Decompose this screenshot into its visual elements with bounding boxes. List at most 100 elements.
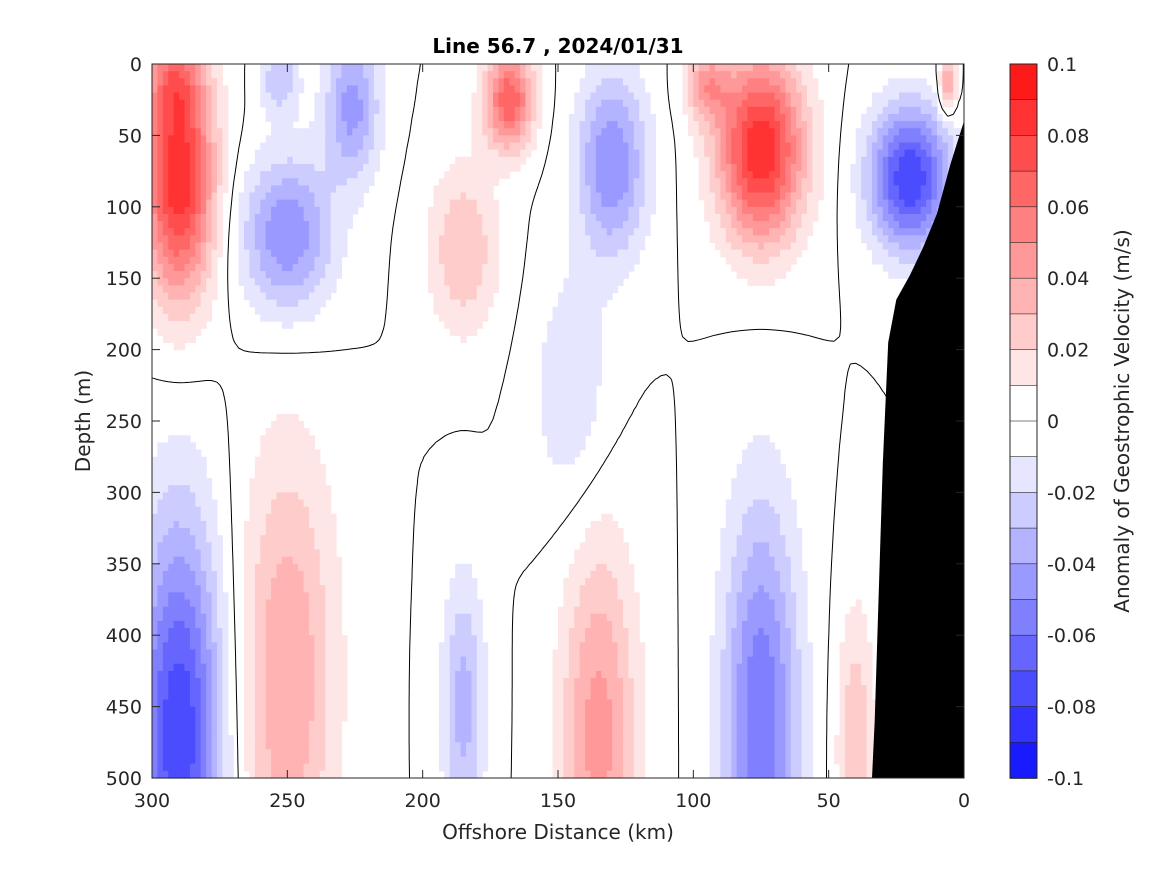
field-cell [725, 199, 732, 208]
field-cell [595, 585, 602, 593]
field-cell [747, 563, 754, 572]
field-cell [216, 556, 223, 565]
field-cell [714, 620, 721, 629]
field-cell [503, 156, 510, 165]
field-cell [249, 613, 256, 622]
field-cell [298, 421, 305, 429]
field-cell [260, 228, 267, 236]
field-cell [920, 213, 927, 222]
field-cell [926, 221, 933, 229]
field-cell [633, 78, 640, 87]
field-cell [747, 506, 754, 515]
field-cell [731, 99, 738, 108]
field-cell [438, 292, 445, 301]
field-cell [606, 535, 613, 543]
field-cell [298, 542, 305, 551]
field-cell [612, 563, 619, 572]
field-cell [325, 135, 332, 144]
field-cell [265, 99, 272, 108]
field-cell [271, 213, 278, 222]
field-cell [590, 263, 597, 272]
field-cell [460, 271, 467, 279]
field-cell [254, 221, 261, 229]
field-cell [595, 149, 602, 158]
field-cell [200, 542, 207, 551]
field-cell [162, 92, 169, 101]
field-cell [195, 256, 202, 265]
field-cell [460, 620, 467, 629]
field-cell [471, 635, 478, 643]
field-cell [585, 578, 592, 586]
field-cell [698, 142, 705, 151]
field-cell [595, 356, 602, 365]
field-cell [200, 242, 207, 251]
field-cell [200, 456, 207, 465]
field-cell [585, 542, 592, 551]
field-cell [731, 520, 738, 529]
field-cell [184, 456, 191, 465]
field-cell [325, 271, 332, 279]
field-cell [899, 185, 906, 194]
field-cell [720, 613, 727, 622]
field-cell [179, 592, 186, 601]
field-cell [606, 556, 613, 565]
field-cell [271, 249, 278, 258]
field-cell [904, 113, 911, 122]
field-cell [211, 570, 218, 579]
field-cell [433, 185, 440, 194]
field-cell [363, 128, 370, 136]
field-cell [482, 228, 489, 236]
field-cell [590, 535, 597, 543]
field-cell [585, 256, 592, 265]
field-cell [541, 349, 548, 358]
field-cell [731, 178, 738, 186]
field-cell [162, 442, 169, 451]
field-cell [281, 263, 288, 272]
field-cell [547, 349, 554, 358]
field-cell [920, 163, 927, 172]
field-cell [920, 142, 927, 151]
field-cell [287, 456, 294, 465]
field-cell [260, 71, 267, 79]
field-cell [173, 442, 180, 451]
field-cell [265, 78, 272, 87]
field-cell [298, 213, 305, 222]
field-cell [769, 71, 776, 79]
field-cell [260, 285, 267, 294]
field-cell [942, 121, 949, 129]
field-cell [292, 421, 299, 429]
field-cell [595, 520, 602, 529]
field-cell [444, 613, 451, 622]
field-cell [579, 92, 586, 101]
field-cell [590, 178, 597, 186]
field-cell [319, 85, 326, 94]
field-cell [790, 99, 797, 108]
field-cell [742, 449, 749, 458]
field-cell [465, 213, 472, 222]
field-cell [850, 628, 857, 636]
field-cell [249, 178, 256, 186]
field-cell [449, 606, 456, 615]
field-cell [747, 570, 754, 579]
field-cell [904, 149, 911, 158]
field-cell [644, 192, 651, 201]
field-cell [861, 178, 868, 186]
field-cell [785, 156, 792, 165]
field-cell [314, 599, 321, 608]
field-cell [742, 192, 749, 201]
field-cell [915, 135, 922, 144]
field-cell [184, 606, 191, 615]
field-cell [471, 228, 478, 236]
field-cell [650, 178, 657, 186]
field-cell [509, 71, 516, 79]
field-cell [189, 449, 196, 458]
field-cell [179, 328, 186, 336]
field-cell [622, 71, 629, 79]
field-cell [276, 128, 283, 136]
field-cell [785, 599, 792, 608]
field-cell [281, 71, 288, 79]
field-cell [763, 71, 770, 79]
field-cell [433, 285, 440, 294]
field-cell [352, 113, 359, 122]
field-cell [292, 435, 299, 444]
